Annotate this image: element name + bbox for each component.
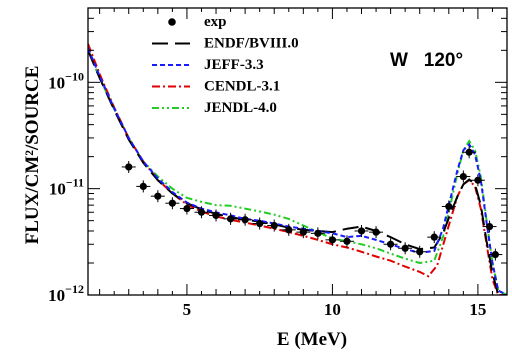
exp-point — [168, 199, 176, 207]
exp-point — [343, 237, 351, 245]
legend-label-jeff-3-3: JEFF-3.3 — [204, 57, 264, 73]
plot-frame — [87, 7, 508, 296]
y-tick-label-exponent: −12 — [65, 282, 84, 296]
exp-point — [328, 236, 337, 244]
legend-label-endf-bviii-0: ENDF/BVIII.0 — [204, 36, 299, 52]
y-axis-title: FLUX/CM²/SOURCE — [22, 66, 43, 245]
y-tick-label-exponent: −10 — [65, 69, 84, 83]
exp-point — [430, 233, 438, 241]
legend-label-cendl-3-1: CENDL-3.1 — [204, 79, 280, 95]
y-tick-label-base: 10 — [48, 286, 65, 305]
legend: exp ENDF/BVIII.0 JEFF-3.3 CENDL-3.1 JENDL-4.… — [152, 14, 299, 116]
legend-label-jendl-4-0: JENDL-4.0 — [204, 100, 277, 116]
exp-point — [459, 172, 467, 181]
exp-point — [299, 228, 307, 236]
exp-point — [154, 192, 162, 200]
x-tick-label: 5 — [183, 300, 192, 319]
series-line-jeff-3-3 — [88, 47, 507, 295]
series-line-jendl-4-0 — [88, 49, 507, 295]
exp-point — [485, 222, 494, 231]
legend-label-exp: exp — [204, 14, 227, 30]
exp-point — [139, 182, 147, 191]
exp-point — [416, 248, 424, 256]
exp-point — [226, 215, 235, 223]
y-tick-label-exponent: −11 — [66, 176, 84, 190]
exp-point — [314, 229, 322, 237]
exp-point — [445, 202, 453, 211]
exp-point — [474, 176, 482, 184]
x-tick-label: 15 — [469, 300, 486, 319]
exp-point — [197, 208, 206, 216]
y-tick-label-base: 10 — [48, 73, 65, 92]
y-tick-label: 10−11 — [49, 176, 84, 199]
exp-point — [125, 163, 133, 171]
exp-point — [212, 211, 220, 220]
x-tick-label: 10 — [324, 300, 341, 319]
exp-point — [183, 204, 191, 213]
exp-point — [387, 240, 395, 248]
y-tick-label-base: 10 — [49, 180, 66, 199]
legend-marker-exp — [168, 18, 176, 26]
y-tick-label: 10−10 — [48, 69, 84, 92]
x-axis-title: E (MeV) — [277, 329, 347, 350]
exp-point — [372, 228, 380, 236]
exp-point — [491, 250, 499, 259]
exp-point — [465, 148, 473, 156]
series-layer — [88, 43, 507, 295]
series-line-endf-bviii-0 — [88, 49, 507, 295]
exp-point — [241, 216, 249, 224]
exp-point — [270, 221, 278, 230]
exp-point — [256, 219, 264, 228]
exp-point — [401, 244, 409, 252]
exp-point — [357, 227, 366, 235]
exp-point — [285, 226, 293, 234]
chart-annotation: W 120° — [390, 50, 463, 71]
y-tick-label: 10−12 — [48, 282, 84, 305]
